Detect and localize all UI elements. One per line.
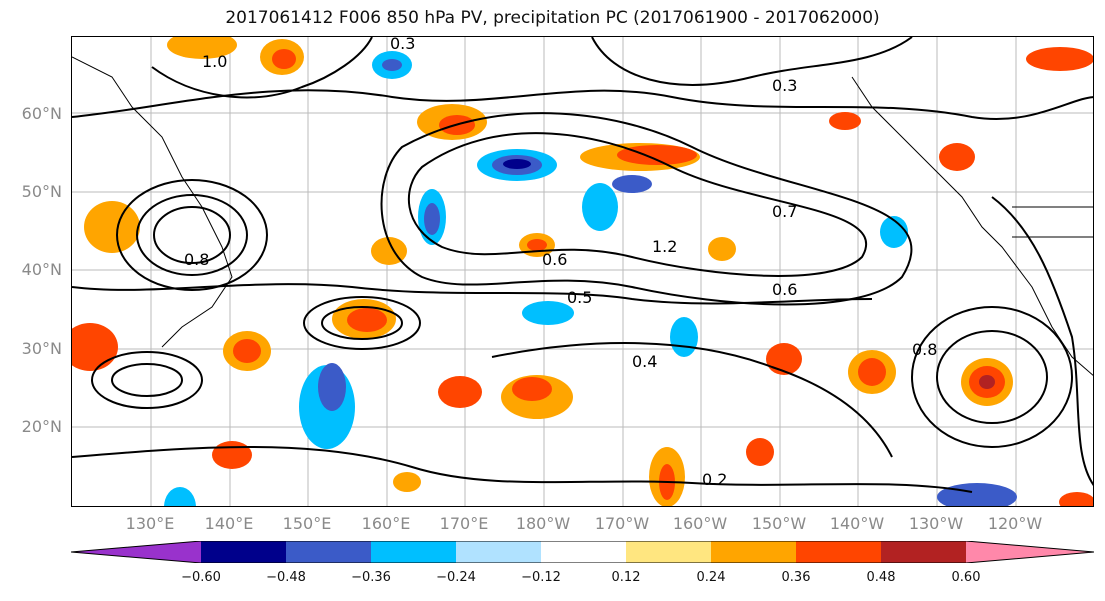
colorbar-segment <box>71 541 201 563</box>
colorbar-tick: −0.36 <box>351 570 391 585</box>
colorbar-tick: 0.48 <box>866 570 896 585</box>
lat-label-60n: 60°N <box>21 104 62 123</box>
contour-label: 0.7 <box>772 202 797 221</box>
colorbar <box>70 540 1095 564</box>
lat-label-30n: 30°N <box>21 339 62 358</box>
colorbar-tick: 0.12 <box>611 570 641 585</box>
colorbar-segment <box>286 541 371 563</box>
contour-label: 0.2 <box>702 470 727 489</box>
map-title: 2017061412 F006 850 hPa PV, precipitatio… <box>225 8 880 28</box>
colorbar-tick: −0.60 <box>181 570 221 585</box>
lon-label-180w: 180°W <box>515 514 571 533</box>
colorbar-segment <box>456 541 541 563</box>
lon-label-170w: 170°W <box>594 514 650 533</box>
colorbar-segment <box>881 541 966 563</box>
colorbar-tick: −0.12 <box>521 570 561 585</box>
colorbar-segment <box>626 541 711 563</box>
colorbar-svg <box>70 540 1095 564</box>
lon-label-140e: 140°E <box>204 514 254 533</box>
lon-label-160e: 160°E <box>361 514 411 533</box>
lon-label-150w: 150°W <box>751 514 807 533</box>
colorbar-segment <box>796 541 881 563</box>
lon-label-170e: 170°E <box>439 514 489 533</box>
lon-label-130w: 130°W <box>908 514 964 533</box>
contour-label: 0.8 <box>912 340 937 359</box>
map-svg: 0.3 1.0 0.8 0.6 0.5 0.7 1.2 0.2 0.4 0.3 … <box>72 37 1093 506</box>
coastlines <box>72 56 1093 376</box>
contour-label: 0.3 <box>772 76 797 95</box>
colorbar-segment <box>371 541 456 563</box>
colorbar-segment <box>966 541 1094 563</box>
lat-label-40n: 40°N <box>21 260 62 279</box>
contour-label: 0.4 <box>632 352 657 371</box>
lat-label-20n: 20°N <box>21 417 62 436</box>
graticule <box>72 37 1093 506</box>
lat-label-50n: 50°N <box>21 182 62 201</box>
colorbar-tick: 0.24 <box>696 570 726 585</box>
contour-label: 1.2 <box>652 237 677 256</box>
contour-label: 0.3 <box>390 37 415 53</box>
precipitation-shading <box>72 37 1093 506</box>
colorbar-tick: 0.36 <box>781 570 811 585</box>
map-panel: 0.3 1.0 0.8 0.6 0.5 0.7 1.2 0.2 0.4 0.3 … <box>71 36 1094 507</box>
lon-label-140w: 140°W <box>829 514 885 533</box>
contour-label: 0.5 <box>567 288 592 307</box>
lon-label-120w: 120°W <box>987 514 1043 533</box>
colorbar-segment <box>541 541 626 563</box>
pv-contours <box>72 37 1093 493</box>
contour-label: 0.6 <box>542 250 567 269</box>
lon-label-130e: 130°E <box>125 514 175 533</box>
contour-label: 0.6 <box>772 280 797 299</box>
colorbar-tick: −0.48 <box>266 570 306 585</box>
lon-label-150e: 150°E <box>282 514 332 533</box>
colorbar-tick: 0.60 <box>951 570 981 585</box>
colorbar-tick: −0.24 <box>436 570 476 585</box>
contour-label: 0.8 <box>184 250 209 269</box>
contour-label: 1.0 <box>202 52 227 71</box>
colorbar-segment <box>711 541 796 563</box>
lon-label-160w: 160°W <box>672 514 728 533</box>
colorbar-segment <box>201 541 286 563</box>
